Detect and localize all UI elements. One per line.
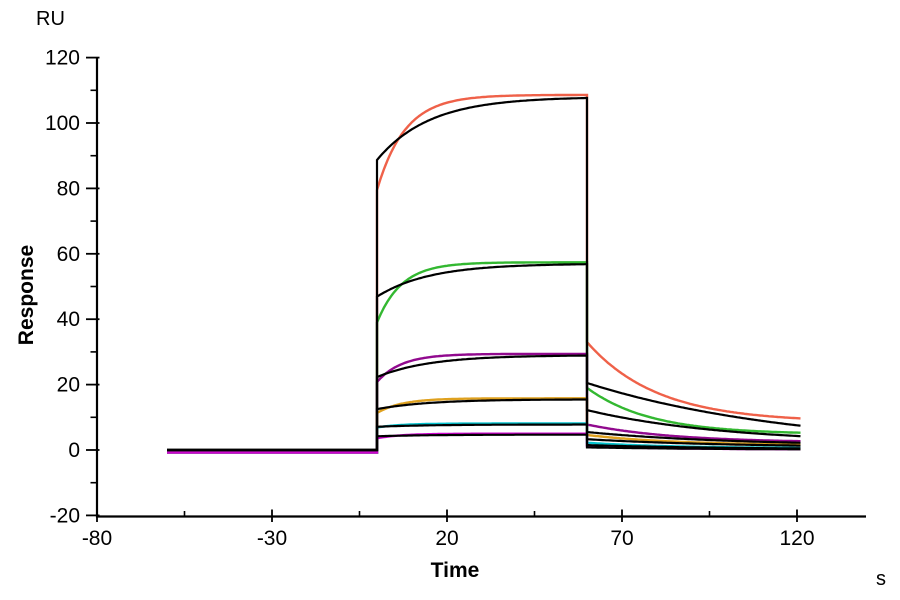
y-axis-unit-label: RU [36,8,65,30]
y-tick-label: 60 [57,243,80,266]
sensorgram-fit-1 [167,96,801,452]
x-tick-label: 120 [779,527,814,550]
sensorgram-trace-3 [167,352,801,454]
y-tick-label: 100 [45,112,80,135]
y-tick-label: 20 [57,374,80,397]
sensorgram-fit-3 [167,354,801,452]
sensorgram-fit-6 [167,433,801,452]
sensorgram-fit-2 [167,263,801,452]
x-tick-label: -30 [257,527,287,550]
y-tick-label: 40 [57,308,80,331]
x-tick-label: 20 [435,527,458,550]
x-axis-title: Time [430,559,480,582]
sensorgram-fit-4 [167,398,801,452]
x-tick-label: 70 [610,527,633,550]
y-tick-label: 120 [45,47,80,70]
y-tick-label: -20 [50,504,80,527]
x-tick-label: -80 [82,527,112,550]
y-tick-label: 80 [57,177,80,200]
y-tick-label: 0 [68,439,80,462]
x-axis-unit-label: s [876,568,886,590]
